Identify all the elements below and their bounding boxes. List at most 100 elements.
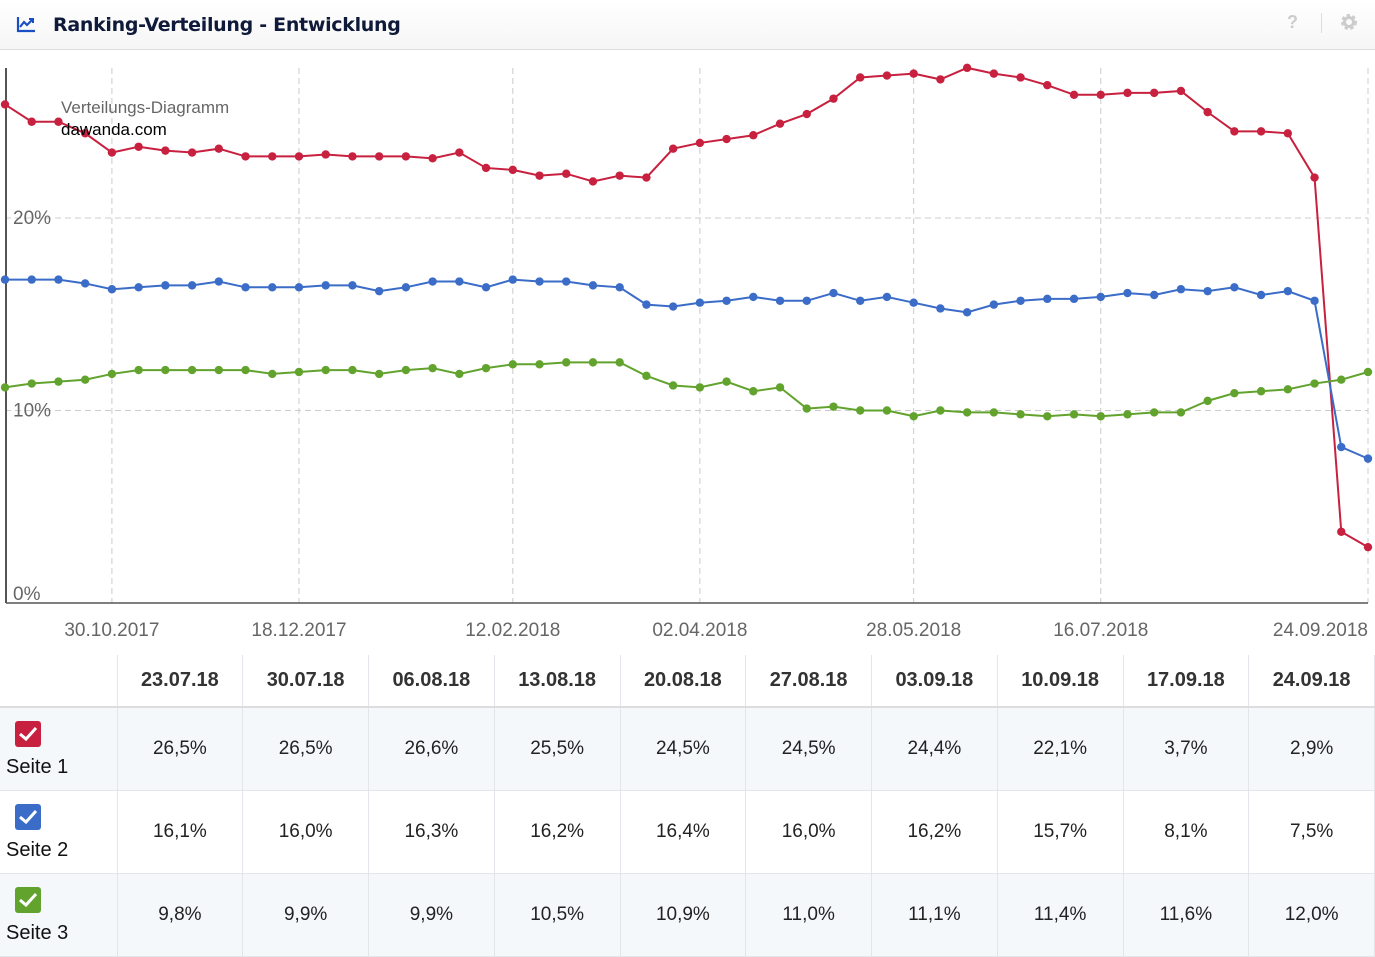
- data-point: [107, 285, 117, 294]
- data-point: [562, 358, 571, 367]
- widget-header: Ranking-Verteilung - Entwicklung ?: [0, 0, 1375, 50]
- data-point: [1256, 387, 1266, 396]
- chart-title: Verteilungs-Diagramm: [61, 98, 230, 117]
- series-checkbox[interactable]: [15, 721, 41, 747]
- data-point: [882, 406, 892, 415]
- data-point: [535, 360, 544, 369]
- checkmark-icon: [19, 892, 38, 907]
- series-line-seite-2: [5, 278, 1369, 460]
- widget-title: Ranking-Verteilung - Entwicklung: [53, 14, 401, 36]
- data-point: [615, 358, 624, 367]
- data-point: [1096, 412, 1105, 421]
- line-chart: 0% 10% 20% 30.10.2017 18.12.2017 12.02.2018 02…: [0, 63, 1373, 641]
- data-point: [1363, 454, 1373, 463]
- data-point: [1123, 88, 1132, 98]
- data-point: [401, 283, 411, 292]
- x-tick-label: 30.10.2017: [64, 620, 159, 641]
- data-point: [1149, 88, 1159, 98]
- data-point: [134, 365, 143, 375]
- data-point: [134, 142, 143, 151]
- column-header: 13.08.18: [494, 655, 621, 708]
- data-point: [1310, 379, 1319, 388]
- data-point: [348, 365, 357, 375]
- value-cell: 22,1%: [997, 707, 1124, 790]
- value-cell: 24,4%: [871, 707, 998, 790]
- column-header: 30.07.18: [242, 655, 369, 708]
- data-point: [508, 165, 517, 175]
- data-point: [134, 283, 143, 292]
- value-cell: 25,5%: [494, 707, 621, 790]
- data-point: [695, 138, 705, 148]
- data-point: [1069, 294, 1079, 304]
- data-point: [294, 367, 304, 377]
- value-cell: 26,5%: [117, 707, 244, 790]
- data-point: [1230, 127, 1239, 136]
- data-point: [775, 296, 785, 305]
- value-cell: 24,5%: [620, 707, 747, 790]
- data-point: [1337, 527, 1346, 536]
- data-point: [1149, 408, 1159, 417]
- data-point: [508, 275, 517, 284]
- gear-icon[interactable]: [1339, 12, 1359, 32]
- data-point: [749, 292, 758, 302]
- data-point: [1043, 294, 1052, 304]
- data-point: [27, 117, 36, 126]
- help-icon[interactable]: ?: [1287, 12, 1298, 32]
- data-point: [401, 365, 411, 375]
- column-header: 06.08.18: [368, 655, 495, 708]
- value-cell: 10,9%: [620, 873, 747, 956]
- data-point: [1176, 86, 1186, 96]
- line-chart-icon: [16, 17, 35, 33]
- value-cell: 16,2%: [494, 790, 621, 873]
- data-point: [294, 152, 304, 161]
- data-point: [722, 134, 731, 144]
- value-cell: 3,7%: [1123, 707, 1250, 790]
- series-checkbox[interactable]: [15, 886, 41, 913]
- series-label: Seite 3: [6, 921, 69, 944]
- value-cell: 9,8%: [117, 873, 244, 956]
- data-point: [401, 152, 411, 161]
- series-checkbox[interactable]: [15, 803, 41, 830]
- column-header: 17.09.18: [1123, 655, 1250, 708]
- data-point: [1069, 90, 1079, 99]
- value-cell: 16,0%: [242, 790, 369, 873]
- data-point: [1176, 285, 1186, 294]
- data-point: [1310, 173, 1319, 182]
- data-point: [989, 69, 999, 78]
- x-tick-label: 28.05.2018: [866, 620, 961, 641]
- value-cell: 10,5%: [494, 873, 621, 956]
- value-cell: 11,0%: [745, 873, 872, 956]
- data-point: [268, 283, 277, 292]
- data-point: [668, 381, 678, 390]
- column-header: 24.09.18: [1248, 655, 1375, 708]
- data-point: [187, 281, 197, 290]
- data-point: [80, 279, 90, 288]
- x-tick-label: 18.12.2017: [251, 620, 346, 641]
- corner-cell: [0, 655, 118, 708]
- data-point: [374, 152, 384, 161]
- data-point: [856, 73, 865, 82]
- data-point: [1016, 73, 1025, 82]
- data-point: [1337, 442, 1346, 452]
- y-tick-label: 0%: [13, 584, 41, 605]
- data-point: [161, 365, 170, 375]
- value-cell: 24,5%: [745, 707, 872, 790]
- data-point: [161, 146, 170, 155]
- data-point: [374, 286, 384, 296]
- column-header: 23.07.18: [117, 655, 244, 708]
- data-point: [642, 371, 651, 381]
- checkmark-icon: [19, 726, 38, 742]
- divider: [1321, 13, 1322, 33]
- data-point: [775, 383, 785, 392]
- data-point: [428, 363, 437, 373]
- data-point: [1283, 286, 1293, 296]
- table-row: Seite 3 9,8% 9,9% 9,9% 10,5% 10,9% 11,0% 11,1% 1…: [0, 873, 1375, 956]
- data-point: [829, 288, 838, 298]
- data-point: [187, 365, 197, 375]
- data-point: [54, 117, 63, 126]
- data-point: [214, 365, 224, 375]
- data-point: [268, 369, 277, 379]
- value-cell: 8,1%: [1123, 790, 1250, 873]
- data-point: [588, 177, 598, 186]
- row-label-cell: Seite 3: [0, 873, 118, 956]
